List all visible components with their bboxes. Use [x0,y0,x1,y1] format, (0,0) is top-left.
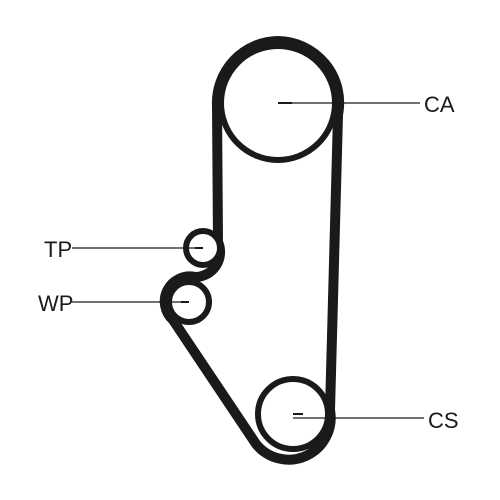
label-ca: CA [424,92,455,118]
label-cs: CS [428,408,459,434]
belt-diagram [0,0,500,500]
label-wp: WP [38,291,73,317]
label-tp: TP [44,237,72,263]
